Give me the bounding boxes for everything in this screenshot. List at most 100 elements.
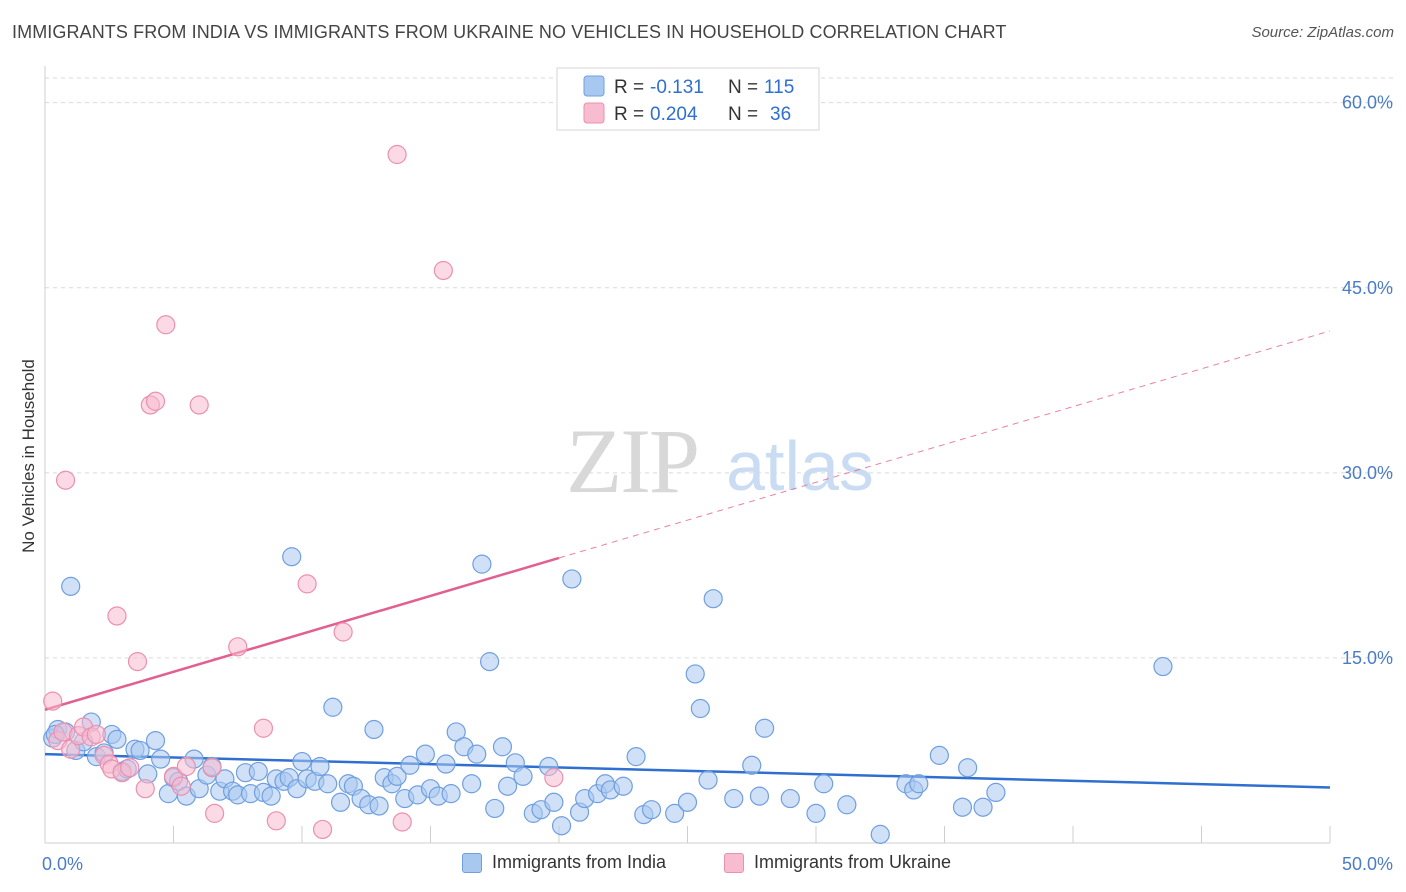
india-trend-line: [44, 752, 1331, 789]
india-point: [498, 776, 518, 796]
india-point: [641, 800, 662, 820]
ukraine-swatch: [724, 852, 744, 873]
india-point: [323, 697, 343, 717]
ukraine-r-label: R =: [614, 104, 644, 125]
ukraine-point: [107, 606, 127, 626]
india-point: [330, 792, 351, 812]
india-n-value: 115: [764, 77, 794, 98]
india-point: [248, 761, 268, 782]
ukraine-point: [205, 803, 225, 823]
india-point: [310, 756, 330, 777]
ukraine-point: [333, 622, 353, 642]
india-point: [677, 792, 698, 812]
india-point: [318, 774, 338, 794]
watermark-zip: ZIP: [566, 410, 698, 512]
india-point: [436, 754, 456, 774]
india-point: [261, 786, 281, 806]
ukraine-point: [228, 637, 248, 657]
ukraine-trend-line: [44, 556, 560, 711]
ukraine-point: [176, 756, 196, 777]
india-point: [446, 722, 466, 742]
ukraine-point: [120, 758, 140, 778]
india-point: [929, 745, 949, 765]
ukraine-point: [312, 819, 333, 840]
india-point: [724, 788, 744, 809]
india-point: [441, 784, 461, 804]
india-point: [544, 792, 564, 812]
india-point: [749, 786, 770, 806]
chart-title: IMMIGRANTS FROM INDIA VS IMMIGRANTS FROM…: [12, 22, 1007, 42]
ukraine-point: [156, 315, 176, 335]
india-point: [130, 740, 150, 761]
india-point: [61, 576, 81, 596]
ukraine-legend-swatch: [583, 102, 605, 124]
ukraine-point: [202, 758, 222, 778]
india-point: [1153, 656, 1173, 677]
india-r-label: R =: [614, 77, 644, 98]
india-legend-swatch: [583, 75, 605, 97]
india-n-label: N =: [728, 77, 758, 98]
india-point: [952, 797, 973, 817]
y-tick-label: 45.0%: [1342, 278, 1393, 298]
india-legend-label: Immigrants from India: [492, 852, 667, 872]
bottom-legend-india: Immigrants from India: [462, 852, 666, 873]
india-point: [492, 737, 513, 757]
india-point: [400, 755, 420, 775]
india-point: [145, 730, 166, 751]
ukraine-point: [387, 144, 407, 165]
ukraine-point: [189, 395, 209, 415]
india-point: [480, 652, 500, 672]
india-point: [613, 776, 633, 796]
y-axis-title: No Vehicles in Household: [19, 359, 38, 553]
ukraine-point: [392, 812, 412, 832]
source-credit: Source: ZipAtlas.com: [1251, 24, 1394, 41]
india-point: [754, 718, 775, 738]
india-r-value: -0.131: [650, 77, 704, 98]
india-point: [472, 554, 492, 574]
india-point: [870, 824, 890, 844]
india-point: [665, 803, 685, 823]
axes: [44, 66, 1331, 844]
india-point: [909, 774, 929, 794]
ukraine-r-value: 0.204: [650, 104, 698, 125]
bottom-legend-ukraine: Immigrants from Ukraine: [724, 852, 951, 873]
ukraine-point: [55, 470, 76, 490]
india-point: [467, 744, 487, 764]
ukraine-point: [544, 768, 564, 788]
india-point: [513, 766, 533, 786]
ukraine-n-value: 36: [770, 104, 791, 125]
india-point: [958, 758, 978, 778]
india-point: [703, 589, 723, 609]
india-point: [551, 816, 572, 836]
india-point: [292, 751, 312, 772]
india-point: [806, 803, 826, 823]
india-point: [690, 698, 710, 719]
gridlines: [45, 77, 1395, 659]
ukraine-point: [145, 391, 166, 411]
trend-lines: [44, 330, 1331, 789]
ukraine-n-label: N =: [728, 104, 758, 125]
ukraine-trend-extension: [558, 330, 1331, 559]
ukraine-point: [127, 652, 148, 672]
watermark-atlas: atlas: [726, 427, 874, 505]
y-tick-label: 60.0%: [1342, 93, 1393, 113]
india-point: [369, 796, 389, 816]
y-tick-label: 30.0%: [1342, 463, 1393, 483]
stats-legend: R = -0.131 N = 115 R = 0.204 N = 36: [556, 67, 820, 131]
india-point: [364, 719, 384, 740]
india-point: [387, 766, 407, 786]
india-point: [485, 798, 505, 819]
india-point: [415, 744, 435, 764]
ukraine-point: [135, 779, 155, 799]
ukraine-point: [253, 718, 274, 738]
x-tick-label-max: 50.0%: [1342, 854, 1393, 874]
india-point: [462, 774, 482, 794]
india-point: [685, 664, 705, 684]
ukraine-legend-label: Immigrants from Ukraine: [754, 852, 952, 872]
india-point: [698, 770, 718, 790]
x-tick-label-min: 0.0%: [42, 854, 83, 874]
ukraine-point: [171, 776, 191, 796]
ukraine-point: [266, 811, 286, 831]
